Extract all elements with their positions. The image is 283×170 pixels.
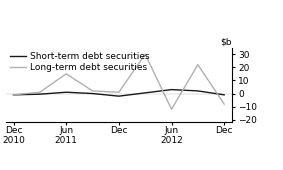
Text: Jun
2012: Jun 2012 [160,126,183,145]
Long-term debt securities [143,53,147,55]
Line: Short-term debt securities: Short-term debt securities [14,90,224,96]
Short-term debt securities [196,90,200,92]
Long-term debt securities [91,90,94,92]
Legend: Short-term debt securities, Long-term debt securities: Short-term debt securities, Long-term de… [10,52,150,72]
Long-term debt securities [117,91,121,93]
Short-term debt securities [65,91,68,93]
Long-term debt securities [65,73,68,75]
Short-term debt securities [170,89,173,91]
Long-term debt securities [222,103,226,105]
Short-term debt securities [91,92,94,95]
Line: Long-term debt securities: Long-term debt securities [14,54,224,109]
Text: Dec
2010: Dec 2010 [2,126,25,145]
Short-term debt securities [38,93,42,95]
Short-term debt securities [117,95,121,97]
Text: Dec: Dec [110,126,128,135]
Long-term debt securities [12,94,15,96]
Text: $b: $b [220,38,232,47]
Long-term debt securities [170,108,173,110]
Long-term debt securities [38,91,42,93]
Text: Jun
2011: Jun 2011 [55,126,78,145]
Long-term debt securities [196,64,200,66]
Text: Dec: Dec [215,126,233,135]
Short-term debt securities [12,94,15,96]
Short-term debt securities [222,94,226,96]
Short-term debt securities [143,92,147,94]
